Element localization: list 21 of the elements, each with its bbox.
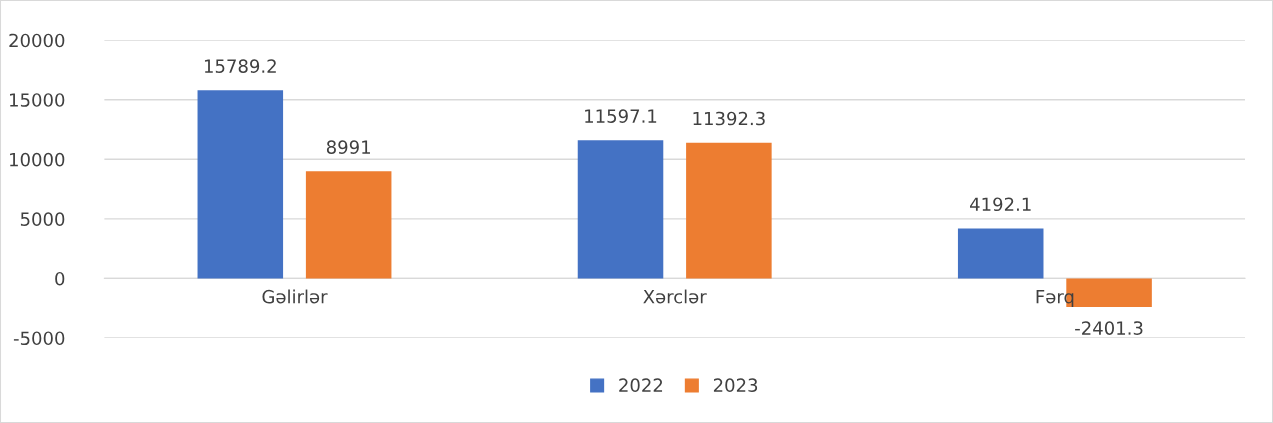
y-tick-label: 10000 [10,152,65,167]
bar [577,140,664,279]
bar [305,171,392,279]
legend-label: 2023 [713,378,758,393]
data-label: 15789.2 [204,59,276,73]
bar [197,90,284,279]
data-label: -2401.3 [1075,321,1143,335]
data-label: 11597.1 [585,109,657,123]
x-tick-label: Gəlirlər [262,289,328,304]
x-tick-label: Xərclər [643,289,707,304]
data-label: 4192.1 [970,197,1031,212]
legend-label: 2022 [619,378,663,393]
data-label: 8991 [326,140,370,154]
y-tick-label: -5000 [13,331,65,346]
y-tick-label: 20000 [9,33,65,48]
y-tick-label: 0 [55,271,65,286]
y-tick-label: 15000 [10,93,65,107]
y-tick-label: 5000 [20,212,65,226]
bar [957,228,1044,279]
bar [686,142,772,279]
data-label: 11392.3 [693,111,765,126]
